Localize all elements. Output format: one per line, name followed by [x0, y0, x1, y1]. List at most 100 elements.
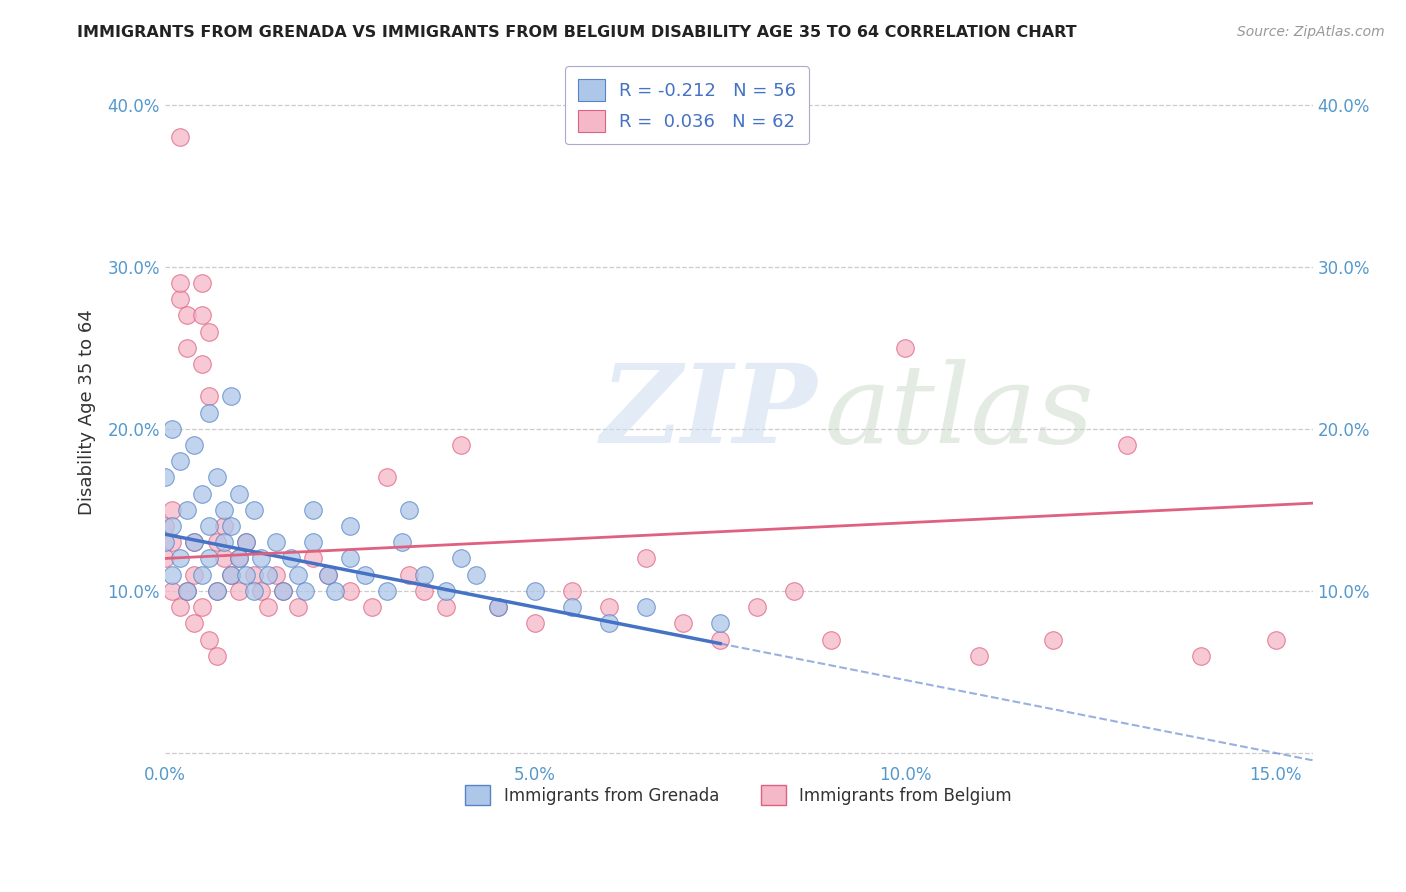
Point — [894, 341, 917, 355]
Point — [221, 567, 243, 582]
Point — [176, 308, 198, 322]
Point — [302, 503, 325, 517]
Point — [242, 567, 264, 582]
Legend: Immigrants from Grenada, Immigrants from Belgium: Immigrants from Grenada, Immigrants from… — [456, 775, 1022, 815]
Point — [524, 583, 547, 598]
Point — [228, 551, 250, 566]
Point — [264, 535, 287, 549]
Point — [228, 583, 250, 598]
Point — [287, 567, 309, 582]
Point — [153, 551, 176, 566]
Point — [1042, 632, 1064, 647]
Point — [361, 600, 384, 615]
Point — [434, 583, 457, 598]
Point — [169, 130, 191, 145]
Point — [375, 583, 398, 598]
Point — [316, 567, 339, 582]
Point — [191, 357, 214, 371]
Point — [198, 632, 221, 647]
Point — [316, 567, 339, 582]
Point — [264, 567, 287, 582]
Point — [636, 551, 658, 566]
Point — [1116, 438, 1139, 452]
Point — [450, 438, 472, 452]
Point — [464, 567, 486, 582]
Point — [747, 600, 769, 615]
Point — [450, 551, 472, 566]
Point — [169, 551, 191, 566]
Point — [205, 583, 228, 598]
Point — [228, 486, 250, 500]
Point — [198, 325, 221, 339]
Point — [598, 600, 620, 615]
Point — [153, 535, 176, 549]
Point — [153, 519, 176, 533]
Point — [235, 535, 257, 549]
Point — [434, 600, 457, 615]
Point — [153, 470, 176, 484]
Text: Source: ZipAtlas.com: Source: ZipAtlas.com — [1237, 25, 1385, 39]
Text: IMMIGRANTS FROM GRENADA VS IMMIGRANTS FROM BELGIUM DISABILITY AGE 35 TO 64 CORRE: IMMIGRANTS FROM GRENADA VS IMMIGRANTS FR… — [77, 25, 1077, 40]
Point — [183, 438, 205, 452]
Point — [271, 583, 294, 598]
Point — [176, 503, 198, 517]
Point — [250, 583, 273, 598]
Point — [672, 616, 695, 631]
Point — [598, 616, 620, 631]
Point — [176, 583, 198, 598]
Y-axis label: Disability Age 35 to 64: Disability Age 35 to 64 — [79, 310, 96, 516]
Point — [191, 600, 214, 615]
Point — [228, 551, 250, 566]
Point — [235, 567, 257, 582]
Point — [176, 583, 198, 598]
Point — [302, 535, 325, 549]
Point — [391, 535, 413, 549]
Point — [212, 551, 235, 566]
Point — [1264, 632, 1286, 647]
Point — [183, 616, 205, 631]
Point — [339, 551, 361, 566]
Point — [221, 519, 243, 533]
Point — [160, 583, 183, 598]
Point — [191, 276, 214, 290]
Point — [212, 503, 235, 517]
Point — [636, 600, 658, 615]
Point — [398, 503, 420, 517]
Point — [486, 600, 509, 615]
Point — [339, 583, 361, 598]
Point — [183, 567, 205, 582]
Point — [783, 583, 806, 598]
Point — [198, 406, 221, 420]
Point — [287, 600, 309, 615]
Point — [198, 389, 221, 403]
Point — [160, 519, 183, 533]
Text: ZIP: ZIP — [600, 359, 817, 467]
Point — [169, 276, 191, 290]
Point — [353, 567, 375, 582]
Point — [413, 567, 436, 582]
Point — [160, 535, 183, 549]
Point — [339, 519, 361, 533]
Point — [257, 567, 280, 582]
Text: atlas: atlas — [825, 359, 1094, 467]
Point — [221, 567, 243, 582]
Point — [413, 583, 436, 598]
Point — [198, 551, 221, 566]
Point — [183, 535, 205, 549]
Point — [205, 648, 228, 663]
Point — [561, 600, 583, 615]
Point — [221, 389, 243, 403]
Point — [709, 632, 731, 647]
Point — [709, 616, 731, 631]
Point — [561, 583, 583, 598]
Point — [486, 600, 509, 615]
Point — [191, 308, 214, 322]
Point — [212, 519, 235, 533]
Point — [280, 551, 302, 566]
Point — [235, 535, 257, 549]
Point — [212, 535, 235, 549]
Point — [323, 583, 346, 598]
Point — [250, 551, 273, 566]
Point — [302, 551, 325, 566]
Point — [160, 567, 183, 582]
